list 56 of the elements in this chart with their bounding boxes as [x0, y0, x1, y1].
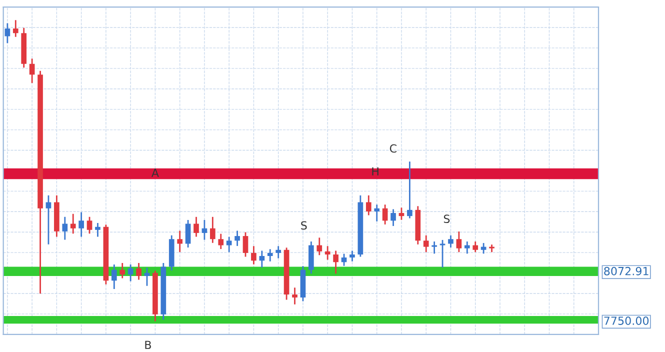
candlestick	[242, 232, 248, 257]
candlestick	[440, 240, 446, 268]
candlestick	[398, 208, 404, 220]
candlestick	[382, 204, 388, 224]
candlestick	[46, 195, 52, 244]
candlestick	[267, 249, 273, 262]
candlestick	[390, 209, 396, 226]
candlestick	[448, 235, 454, 248]
candlestick	[218, 234, 224, 250]
candlestick	[407, 162, 412, 218]
candlestick	[12, 20, 18, 37]
candlestick	[276, 246, 282, 258]
candlestick	[333, 250, 338, 274]
candlestick	[210, 216, 216, 243]
candlestick	[62, 216, 68, 240]
candlestick	[120, 263, 126, 278]
candlestick	[350, 250, 355, 262]
candlestick	[456, 232, 462, 252]
annotation: C	[390, 144, 396, 153]
candlestick	[366, 195, 372, 216]
candlestick	[128, 264, 134, 282]
candlestick	[185, 220, 191, 248]
candlestick	[464, 241, 470, 254]
candlestick	[226, 236, 232, 252]
candlestick	[480, 243, 486, 254]
candlestick	[202, 220, 208, 240]
candlestick	[316, 238, 322, 256]
text: B	[145, 340, 151, 349]
candlestick	[341, 254, 347, 266]
candlestick	[432, 241, 437, 254]
candlestick	[70, 214, 76, 234]
candlestick	[144, 268, 150, 286]
candlestick	[259, 250, 265, 268]
y-tick-label: 7750.00	[604, 316, 649, 325]
candlestick	[324, 246, 330, 260]
candlestick	[29, 58, 35, 84]
candlestick	[177, 230, 182, 252]
annotation: H	[372, 167, 378, 176]
candlestick	[111, 264, 117, 289]
candlestick	[86, 216, 92, 234]
candlestick	[234, 230, 240, 246]
candlestick	[4, 23, 10, 44]
candlestick	[374, 204, 380, 222]
candlestick	[292, 288, 298, 304]
annotation: S	[444, 214, 450, 224]
candlestick	[423, 235, 429, 252]
candlestick	[95, 223, 100, 237]
annotation: S	[301, 221, 307, 230]
candlestick	[251, 246, 256, 264]
y-tick-label: 8072.91	[604, 266, 648, 276]
candlestick	[472, 241, 478, 252]
band-label: A	[151, 168, 159, 177]
candlestick	[136, 263, 142, 280]
candlestick	[194, 216, 199, 237]
candlestick	[78, 212, 84, 237]
candlestick	[489, 244, 494, 252]
